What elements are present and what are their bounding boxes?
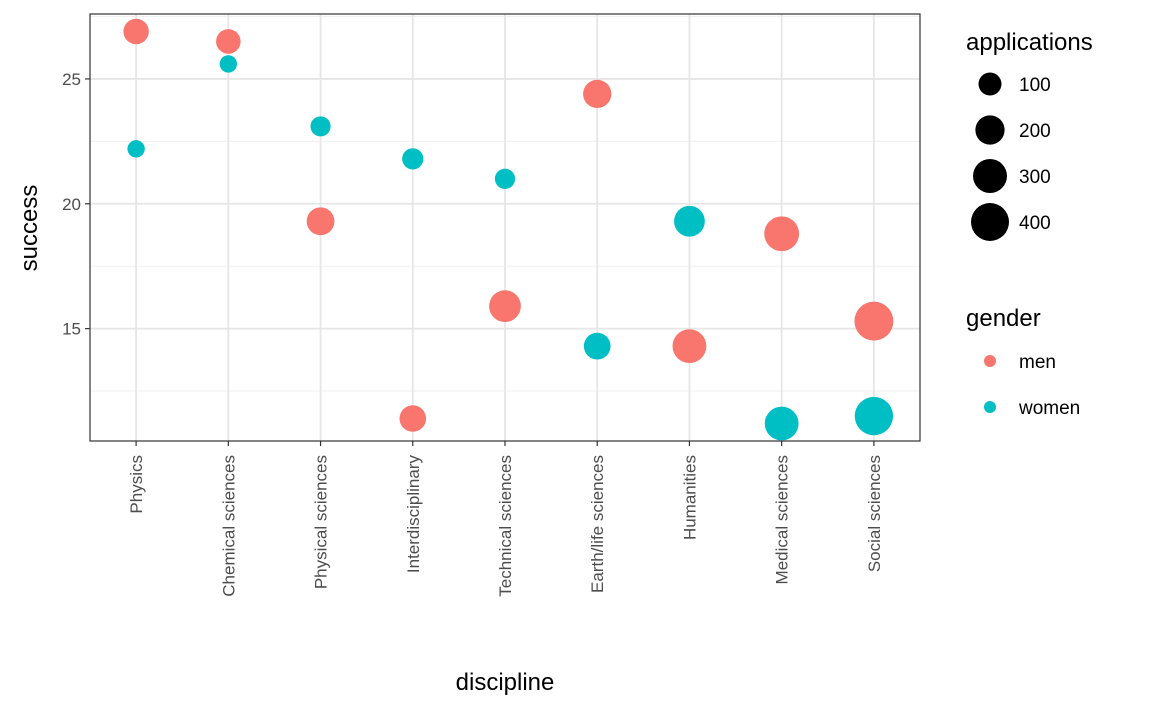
- x-tick-label: Medical sciences: [773, 455, 792, 584]
- legend-size-label: 100: [1019, 75, 1051, 96]
- x-tick-label: Social sciences: [865, 455, 884, 572]
- point-men: [399, 405, 427, 432]
- legend-color-key: [984, 355, 996, 367]
- point-men: [216, 29, 241, 54]
- point-women: [764, 406, 799, 441]
- legend-applications: applications 100 200 300 400: [966, 29, 1093, 241]
- point-women: [402, 148, 424, 170]
- legend-size-key: [971, 203, 1009, 241]
- point-women: [127, 140, 145, 158]
- legend-color-label: men: [1019, 352, 1056, 373]
- legend-applications-title: applications: [966, 29, 1093, 56]
- legend-size-label: 300: [1019, 167, 1051, 188]
- y-tick-label: 25: [62, 70, 81, 89]
- legend-color-label: women: [1018, 398, 1080, 419]
- x-axis: Physics Chemical sciences Physical science…: [127, 441, 884, 597]
- x-tick-label: Physics: [127, 455, 146, 514]
- y-axis: 15 20 25: [62, 70, 90, 339]
- point-men: [672, 329, 707, 364]
- point-women: [219, 55, 238, 73]
- point-women: [494, 168, 516, 189]
- point-women: [583, 332, 611, 360]
- y-axis-title: success: [16, 185, 43, 272]
- data-points: [123, 18, 894, 441]
- point-men: [764, 216, 800, 252]
- point-men: [489, 290, 521, 323]
- point-men: [123, 18, 149, 45]
- x-tick-label: Technical sciences: [496, 455, 515, 597]
- legend-size-key: [978, 72, 1002, 96]
- y-tick-label: 15: [62, 320, 81, 339]
- x-tick-label: Earth/life sciences: [588, 455, 607, 593]
- legend-size-key: [973, 159, 1007, 193]
- point-men: [583, 79, 612, 109]
- x-tick-label: Physical sciences: [312, 455, 331, 589]
- point-women: [310, 116, 331, 137]
- point-women: [854, 396, 894, 436]
- x-tick-label: Interdisciplinary: [404, 455, 423, 574]
- point-women: [674, 205, 705, 237]
- x-tick-label: Chemical sciences: [219, 455, 238, 597]
- point-men: [854, 301, 894, 341]
- point-men: [306, 207, 335, 236]
- legend-color-key: [984, 401, 996, 413]
- legend-gender: gender men women: [966, 305, 1080, 419]
- x-axis-title: discipline: [456, 669, 555, 696]
- legend-size-label: 200: [1019, 121, 1051, 142]
- legend-size-label: 400: [1019, 213, 1051, 234]
- legend-gender-title: gender: [966, 305, 1041, 332]
- y-tick-label: 20: [62, 195, 81, 214]
- x-tick-label: Humanities: [680, 455, 699, 540]
- legend-size-key: [975, 115, 1005, 145]
